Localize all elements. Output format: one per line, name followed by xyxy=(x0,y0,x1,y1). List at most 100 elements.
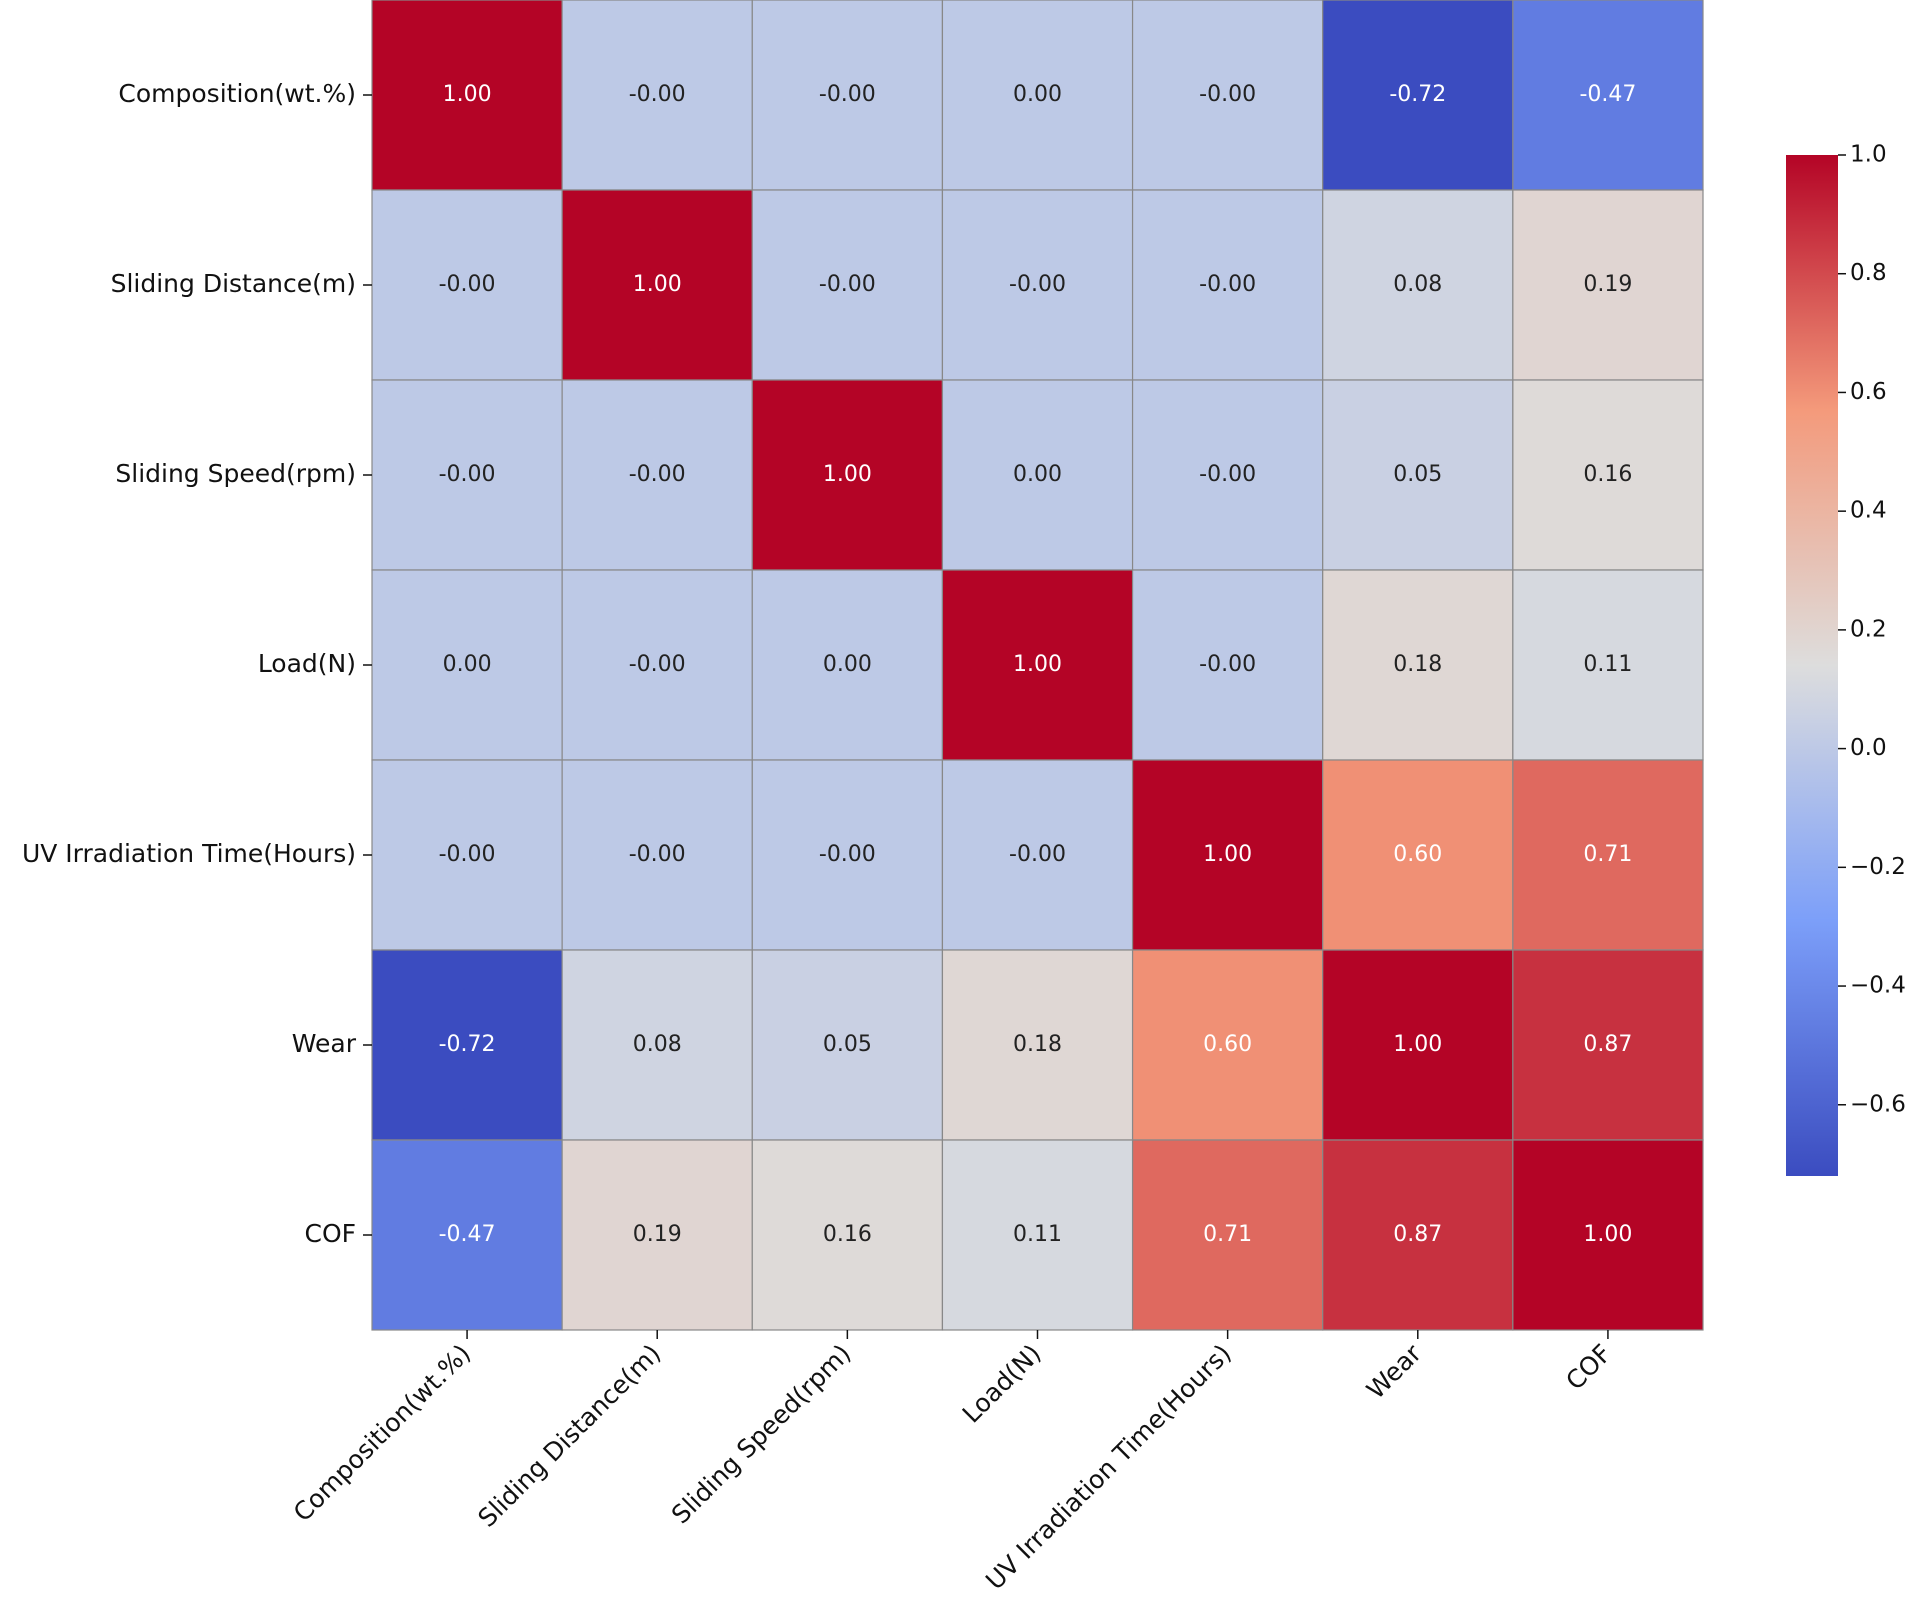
colorbar-tick-label: 1.0 xyxy=(1850,142,1887,168)
heatmap-cell xyxy=(1131,759,1324,951)
cell-label: -0.00 xyxy=(439,272,496,297)
cell-label: 0.71 xyxy=(1583,842,1632,867)
cell-label: -0.00 xyxy=(1199,272,1256,297)
heatmap-cell xyxy=(1322,0,1514,191)
heatmap-cell xyxy=(1322,949,1514,1141)
heatmap-cell xyxy=(941,189,1134,381)
y-tick-label: Sliding Speed(rpm) xyxy=(115,459,356,488)
heatmap-cell xyxy=(1512,1139,1704,1331)
cell-label: 1.00 xyxy=(823,462,872,487)
heatmap-cell xyxy=(1322,569,1514,761)
heatmap-cell xyxy=(751,189,944,381)
cell-label: -0.00 xyxy=(629,462,686,487)
cell-label: 0.19 xyxy=(633,1222,682,1247)
cell-label: -0.00 xyxy=(819,272,876,297)
heatmap-cell xyxy=(941,569,1134,761)
colorbar-tick-label: 0.4 xyxy=(1850,498,1887,524)
cell-label: -0.00 xyxy=(1199,462,1256,487)
cell-label: -0.47 xyxy=(1579,82,1636,107)
cell-label: 0.60 xyxy=(1203,1032,1252,1057)
heatmap-cell xyxy=(941,759,1134,951)
heatmap-cell xyxy=(371,949,563,1141)
cell-label: 1.00 xyxy=(1583,1222,1632,1247)
colorbar xyxy=(1786,155,1838,1176)
y-tick-label: Composition(wt.%) xyxy=(118,79,356,108)
x-tick-label: Composition(wt.%) xyxy=(288,1339,477,1528)
heatmap-cell xyxy=(941,0,1134,191)
cell-label: 0.18 xyxy=(1013,1032,1062,1057)
x-tick-label: Sliding Speed(rpm) xyxy=(666,1339,857,1530)
colorbar-tick-label: 0.8 xyxy=(1850,260,1887,286)
colorbar-tick-label: 0.6 xyxy=(1850,379,1887,405)
x-tick-label: COF xyxy=(1560,1339,1617,1396)
heatmap-cell xyxy=(561,379,753,571)
cell-label: -0.00 xyxy=(439,842,496,867)
heatmap-cell xyxy=(1512,379,1704,571)
heatmap-cell xyxy=(1512,759,1704,951)
cell-label: -0.72 xyxy=(439,1032,496,1057)
cell-label: 0.87 xyxy=(1393,1222,1442,1247)
cell-label: 0.71 xyxy=(1203,1222,1252,1247)
heatmap-cell xyxy=(561,189,753,381)
y-tick-label: Sliding Distance(m) xyxy=(111,269,356,298)
cell-label: 1.00 xyxy=(633,272,682,297)
y-tick-label: UV Irradiation Time(Hours) xyxy=(22,839,356,868)
cell-label: -0.72 xyxy=(1389,82,1446,107)
x-tick-label: Load(N) xyxy=(957,1339,1047,1429)
heatmap-cell xyxy=(1322,189,1514,381)
y-tick-label: Load(N) xyxy=(258,649,356,678)
heatmap-cell xyxy=(941,949,1134,1141)
heatmap-cell xyxy=(751,0,944,191)
cell-label: 0.05 xyxy=(823,1032,872,1057)
heatmap-cell xyxy=(561,759,753,951)
x-tick-label: Sliding Distance(m) xyxy=(472,1339,666,1533)
cell-label: 1.00 xyxy=(1013,652,1062,677)
cell-label: 1.00 xyxy=(1203,842,1252,867)
heatmap-cell xyxy=(371,379,563,571)
cell-label: 0.00 xyxy=(443,652,492,677)
cell-label: 1.00 xyxy=(1393,1032,1442,1057)
cell-label: 1.00 xyxy=(443,82,492,107)
cell-label: 0.18 xyxy=(1393,652,1442,677)
cell-label: 0.16 xyxy=(823,1222,872,1247)
cell-label: -0.00 xyxy=(1199,82,1256,107)
colorbar-tick-label: −0.4 xyxy=(1850,973,1906,999)
heatmap-cell xyxy=(371,1139,563,1331)
cell-label: 0.16 xyxy=(1583,462,1632,487)
heatmap-cell xyxy=(751,569,944,761)
cell-label: -0.00 xyxy=(1199,652,1256,677)
y-tick-label: Wear xyxy=(292,1029,357,1058)
cell-label: -0.47 xyxy=(439,1222,496,1247)
heatmap-cell xyxy=(1512,0,1704,191)
colorbar-tick-label: −0.6 xyxy=(1850,1091,1906,1117)
y-tick-label: COF xyxy=(304,1219,356,1248)
cell-label: -0.00 xyxy=(629,842,686,867)
cell-label: 0.05 xyxy=(1393,462,1442,487)
heatmap-cell xyxy=(1131,0,1324,191)
x-tick-label: Wear xyxy=(1361,1338,1427,1404)
heatmap-cell xyxy=(1512,189,1704,381)
heatmap-cell xyxy=(751,379,944,571)
heatmap-cell xyxy=(941,379,1134,571)
cell-label: -0.00 xyxy=(1009,842,1066,867)
cell-label: 0.00 xyxy=(1013,462,1062,487)
cell-label: 0.08 xyxy=(1393,272,1442,297)
heatmap-cell xyxy=(1512,949,1704,1141)
colorbar-tick-label: −0.2 xyxy=(1850,854,1906,880)
heatmap-cell xyxy=(1322,759,1514,951)
cell-label: 0.11 xyxy=(1013,1222,1062,1247)
heatmap-cell xyxy=(371,189,563,381)
heatmap-cell xyxy=(1131,379,1324,571)
cell-label: 0.11 xyxy=(1583,652,1632,677)
colorbar-tick-label: 0.0 xyxy=(1850,735,1887,761)
heatmap-cell xyxy=(1131,189,1324,381)
colorbar-tick-label: 0.2 xyxy=(1850,616,1887,642)
heatmap-cell xyxy=(371,0,563,191)
cell-label: -0.00 xyxy=(819,842,876,867)
cell-label: -0.00 xyxy=(819,82,876,107)
heatmap-cell xyxy=(751,759,944,951)
heatmap-cell xyxy=(561,0,753,191)
heatmap-cell xyxy=(941,1139,1134,1331)
cell-label: 0.87 xyxy=(1583,1032,1632,1057)
